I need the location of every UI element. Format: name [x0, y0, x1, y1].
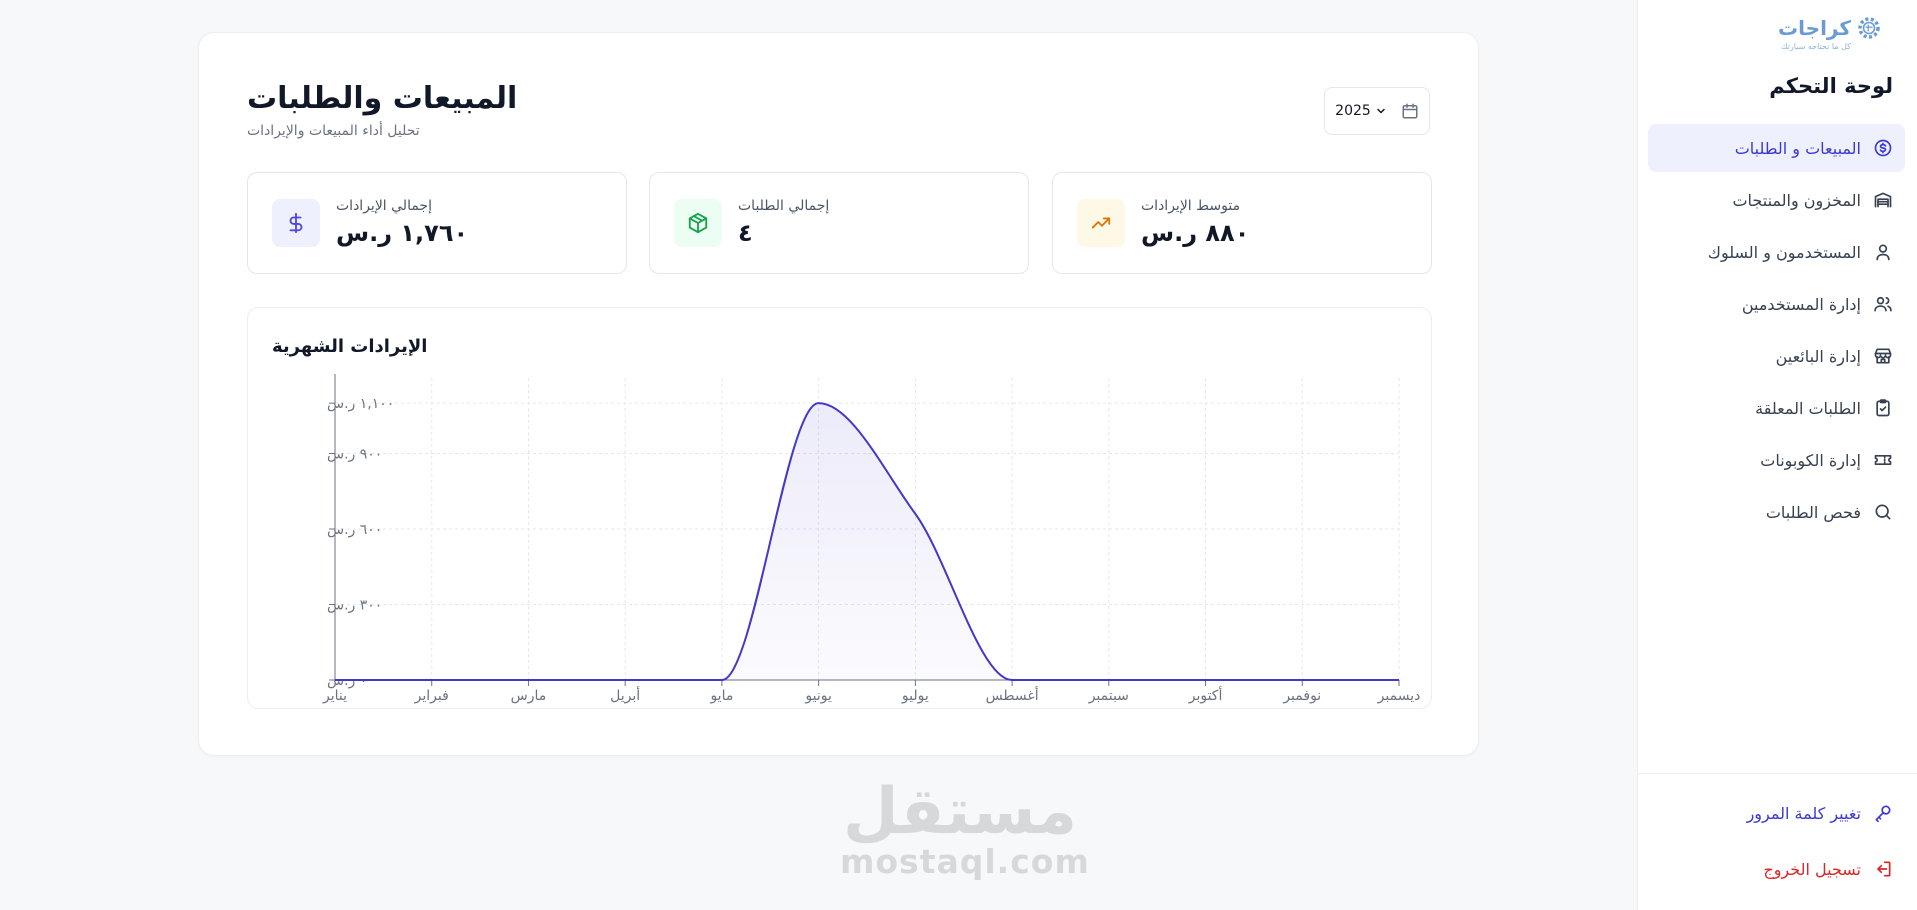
y-tick-label: ٩٠٠ ر.س: [327, 447, 382, 463]
page-title: المبيعات والطلبات: [247, 81, 518, 116]
logo-text: كراجات: [1778, 15, 1851, 40]
user-icon: [1873, 242, 1893, 262]
x-tick-label: يونيو: [804, 688, 832, 704]
x-tick-label: أكتوبر: [1188, 686, 1223, 704]
x-tick-label: فبراير: [414, 688, 449, 704]
x-tick-label: يناير: [322, 688, 347, 704]
stat-card-average-revenue: متوسط الإيرادات ٨٨٠ ر.س: [1052, 172, 1432, 274]
watermark-arabic: مستقل: [842, 775, 1078, 849]
logout-icon: [1877, 861, 1891, 877]
dollar-icon: [272, 199, 320, 247]
sidebar-item-label: المستخدمون و السلوك: [1707, 242, 1861, 262]
watermark-english: mostaql.com: [840, 842, 1090, 881]
sidebar-item-inventory[interactable]: المخزون والمنتجات: [1648, 176, 1905, 224]
chevron-down-icon: [1377, 108, 1385, 114]
sidebar-item-label: إدارة البائعين: [1775, 346, 1861, 366]
calendar-icon: [1402, 103, 1418, 119]
year-value: 2025: [1335, 103, 1371, 119]
stat-value: ٨٨٠ ر.س: [1141, 219, 1250, 247]
sidebar-item-users-behavior[interactable]: المستخدمون و السلوك: [1648, 228, 1905, 276]
revenue-area: [335, 403, 1399, 680]
sidebar: كراجات كل ما تحتاجه سيارتك لوحة التحكم ا…: [1637, 0, 1917, 910]
sidebar-title: لوحة التحكم: [1769, 74, 1893, 98]
stat-card-total-orders: إجمالي الطلبات ٤: [649, 172, 1029, 274]
clipboard-check-icon: [1873, 398, 1893, 418]
sidebar-item-label: الطلبات المعلقة: [1755, 398, 1861, 418]
sidebar-item-label: المخزون والمنتجات: [1732, 190, 1861, 210]
y-tick-label: ٦٠٠ ر.س: [327, 522, 382, 538]
change-password-label: تغيير كلمة المرور: [1746, 803, 1861, 823]
logout-link[interactable]: تسجيل الخروج: [1763, 859, 1893, 879]
change-password-link[interactable]: تغيير كلمة المرور: [1747, 803, 1893, 823]
x-tick-label: نوفمبر: [1282, 688, 1321, 704]
revenue-line: [335, 402, 1399, 682]
package-icon: [674, 199, 722, 247]
stat-card-total-revenue: إجمالي الإيرادات ١,٧٦٠ ر.س: [247, 172, 627, 274]
logo-tagline: كل ما تحتاجه سيارتك: [1780, 41, 1851, 51]
sidebar-nav: المبيعات و الطلبات المخزون والمنتجات الم…: [1648, 124, 1905, 540]
sidebar-item-order-check[interactable]: فحص الطلبات: [1648, 488, 1905, 536]
search-icon: [1873, 502, 1893, 522]
store-icon: [1873, 346, 1893, 366]
stat-label: إجمالي الطلبات: [738, 198, 830, 214]
x-tick-label: مارس: [511, 688, 547, 704]
gear-logo-icon: [1858, 17, 1880, 39]
key-icon: [1875, 805, 1891, 823]
logout-label: تسجيل الخروج: [1763, 859, 1861, 879]
page-subtitle: تحليل أداء المبيعات والإيرادات: [247, 123, 420, 139]
trending-up-icon: [1077, 199, 1125, 247]
sidebar-item-label: المبيعات و الطلبات: [1734, 138, 1861, 158]
stats-row: إجمالي الإيرادات ١,٧٦٠ ر.س إجمالي الطلبا…: [247, 172, 1432, 274]
y-tick-label: ١,١٠٠ ر.س: [327, 396, 394, 412]
logo[interactable]: كراجات كل ما تحتاجه سيارتك: [1778, 14, 1883, 51]
chart-title: الإيرادات الشهرية: [272, 336, 428, 357]
sidebar-footer: تغيير كلمة المرور تسجيل الخروج: [1638, 773, 1917, 910]
warehouse-icon: [1873, 190, 1893, 210]
watermark: مستقل mostaql.com: [840, 775, 1090, 881]
main-card: المبيعات والطلبات تحليل أداء المبيعات وا…: [198, 32, 1479, 756]
year-select[interactable]: 2025: [1324, 87, 1430, 135]
y-tick-label: ٣٠٠ ر.س: [327, 598, 382, 614]
x-tick-label: أبريل: [610, 686, 640, 704]
sidebar-item-coupons[interactable]: إدارة الكوبونات: [1648, 436, 1905, 484]
x-tick-label: أغسطس: [986, 686, 1039, 704]
stat-label: متوسط الإيرادات: [1141, 198, 1241, 214]
sidebar-item-sales[interactable]: المبيعات و الطلبات: [1648, 124, 1905, 172]
stat-value: ٤: [738, 219, 753, 247]
x-tick-label: مايو: [709, 688, 733, 704]
ticket-icon: [1873, 450, 1893, 470]
stat-label: إجمالي الإيرادات: [336, 198, 432, 214]
x-tick-label: يوليو: [901, 688, 929, 704]
stat-value: ١,٧٦٠ ر.س: [336, 219, 469, 247]
sidebar-item-label: إدارة المستخدمين: [1741, 294, 1861, 314]
sidebar-item-user-management[interactable]: إدارة المستخدمين: [1648, 280, 1905, 328]
sidebar-item-pending-orders[interactable]: الطلبات المعلقة: [1648, 384, 1905, 432]
users-icon: [1873, 294, 1893, 314]
sidebar-item-label: فحص الطلبات: [1765, 502, 1861, 522]
dollar-circle-icon: [1873, 138, 1893, 158]
x-tick-label: سبتمبر: [1088, 688, 1129, 704]
sidebar-item-vendors[interactable]: إدارة البائعين: [1648, 332, 1905, 380]
x-tick-label: ديسمبر: [1377, 688, 1421, 704]
monthly-revenue-chart-card: الإيرادات الشهرية ٠ ر.س ٣٠٠ ر.س ٦٠٠ ر.س ٩٠٠…: [247, 307, 1432, 709]
sidebar-item-label: إدارة الكوبونات: [1760, 450, 1861, 470]
